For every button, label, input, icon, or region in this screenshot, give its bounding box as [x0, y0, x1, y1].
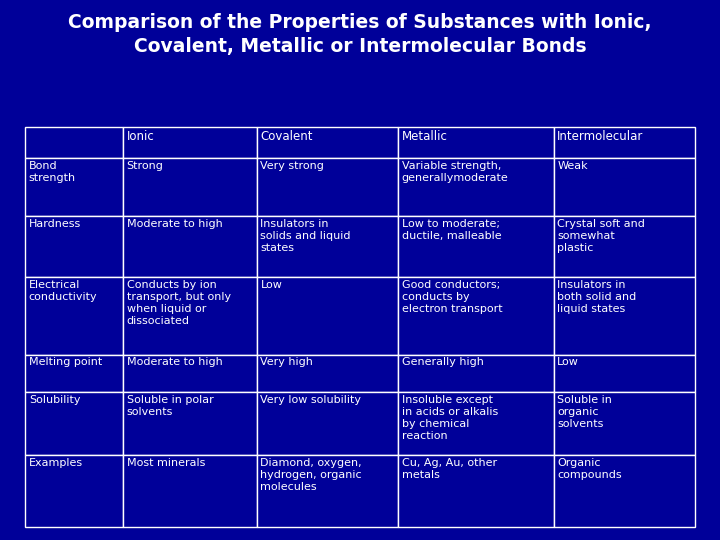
Bar: [25, 355, 123, 392]
Text: Solubility: Solubility: [29, 395, 81, 405]
Text: Soluble in polar
solvents: Soluble in polar solvents: [127, 395, 213, 417]
Text: Insulators in
solids and liquid
states: Insulators in solids and liquid states: [261, 219, 351, 253]
Text: Ionic: Ionic: [127, 130, 154, 143]
Bar: [554, 158, 695, 216]
Bar: [554, 278, 695, 355]
Bar: [25, 278, 123, 355]
Bar: [257, 216, 398, 278]
Text: Most minerals: Most minerals: [127, 458, 205, 468]
Text: Electrical
conductivity: Electrical conductivity: [29, 280, 97, 302]
Bar: [398, 392, 554, 455]
Bar: [123, 216, 257, 278]
Text: Comparison of the Properties of Substances with Ionic,
Covalent, Metallic or Int: Comparison of the Properties of Substanc…: [68, 14, 652, 56]
Bar: [554, 127, 695, 158]
Bar: [257, 158, 398, 216]
Text: Organic
compounds: Organic compounds: [557, 458, 622, 480]
Bar: [398, 216, 554, 278]
Text: Variable strength,
generallymoderate: Variable strength, generallymoderate: [402, 160, 508, 183]
Text: Bond
strength: Bond strength: [29, 160, 76, 183]
Text: Low: Low: [261, 280, 282, 290]
Text: Generally high: Generally high: [402, 357, 483, 368]
Text: Covalent: Covalent: [261, 130, 313, 143]
Bar: [123, 455, 257, 526]
Text: Low to moderate;
ductile, malleable: Low to moderate; ductile, malleable: [402, 219, 501, 241]
Bar: [25, 392, 123, 455]
Text: Good conductors;
conducts by
electron transport: Good conductors; conducts by electron tr…: [402, 280, 503, 314]
Bar: [123, 392, 257, 455]
Text: Weak: Weak: [557, 160, 588, 171]
Text: Very high: Very high: [261, 357, 313, 368]
Text: Strong: Strong: [127, 160, 163, 171]
Bar: [257, 127, 398, 158]
Text: Conducts by ion
transport, but only
when liquid or
dissociated: Conducts by ion transport, but only when…: [127, 280, 230, 326]
Bar: [398, 158, 554, 216]
Bar: [257, 278, 398, 355]
Text: Melting point: Melting point: [29, 357, 102, 368]
Bar: [554, 216, 695, 278]
Text: Moderate to high: Moderate to high: [127, 357, 222, 368]
Text: Metallic: Metallic: [402, 130, 447, 143]
Bar: [398, 278, 554, 355]
Bar: [123, 355, 257, 392]
Bar: [398, 455, 554, 526]
Text: Soluble in
organic
solvents: Soluble in organic solvents: [557, 395, 612, 429]
Bar: [257, 392, 398, 455]
Text: Diamond, oxygen,
hydrogen, organic
molecules: Diamond, oxygen, hydrogen, organic molec…: [261, 458, 362, 492]
Bar: [123, 158, 257, 216]
Text: Examples: Examples: [29, 458, 83, 468]
Bar: [25, 127, 123, 158]
Text: Intermolecular: Intermolecular: [557, 130, 644, 143]
Text: Crystal soft and
somewhat
plastic: Crystal soft and somewhat plastic: [557, 219, 645, 253]
Bar: [554, 355, 695, 392]
Bar: [257, 355, 398, 392]
Text: Very low solubility: Very low solubility: [261, 395, 361, 405]
Text: Cu, Ag, Au, other
metals: Cu, Ag, Au, other metals: [402, 458, 497, 480]
Text: Hardness: Hardness: [29, 219, 81, 228]
Text: Insulators in
both solid and
liquid states: Insulators in both solid and liquid stat…: [557, 280, 636, 314]
Text: Very strong: Very strong: [261, 160, 324, 171]
Bar: [398, 355, 554, 392]
Bar: [25, 158, 123, 216]
Text: Low: Low: [557, 357, 579, 368]
Text: Moderate to high: Moderate to high: [127, 219, 222, 228]
Bar: [554, 392, 695, 455]
Bar: [554, 455, 695, 526]
Text: Insoluble except
in acids or alkalis
by chemical
reaction: Insoluble except in acids or alkalis by …: [402, 395, 498, 441]
Bar: [123, 127, 257, 158]
Bar: [25, 455, 123, 526]
Bar: [123, 278, 257, 355]
Bar: [25, 216, 123, 278]
Bar: [257, 455, 398, 526]
Bar: [398, 127, 554, 158]
